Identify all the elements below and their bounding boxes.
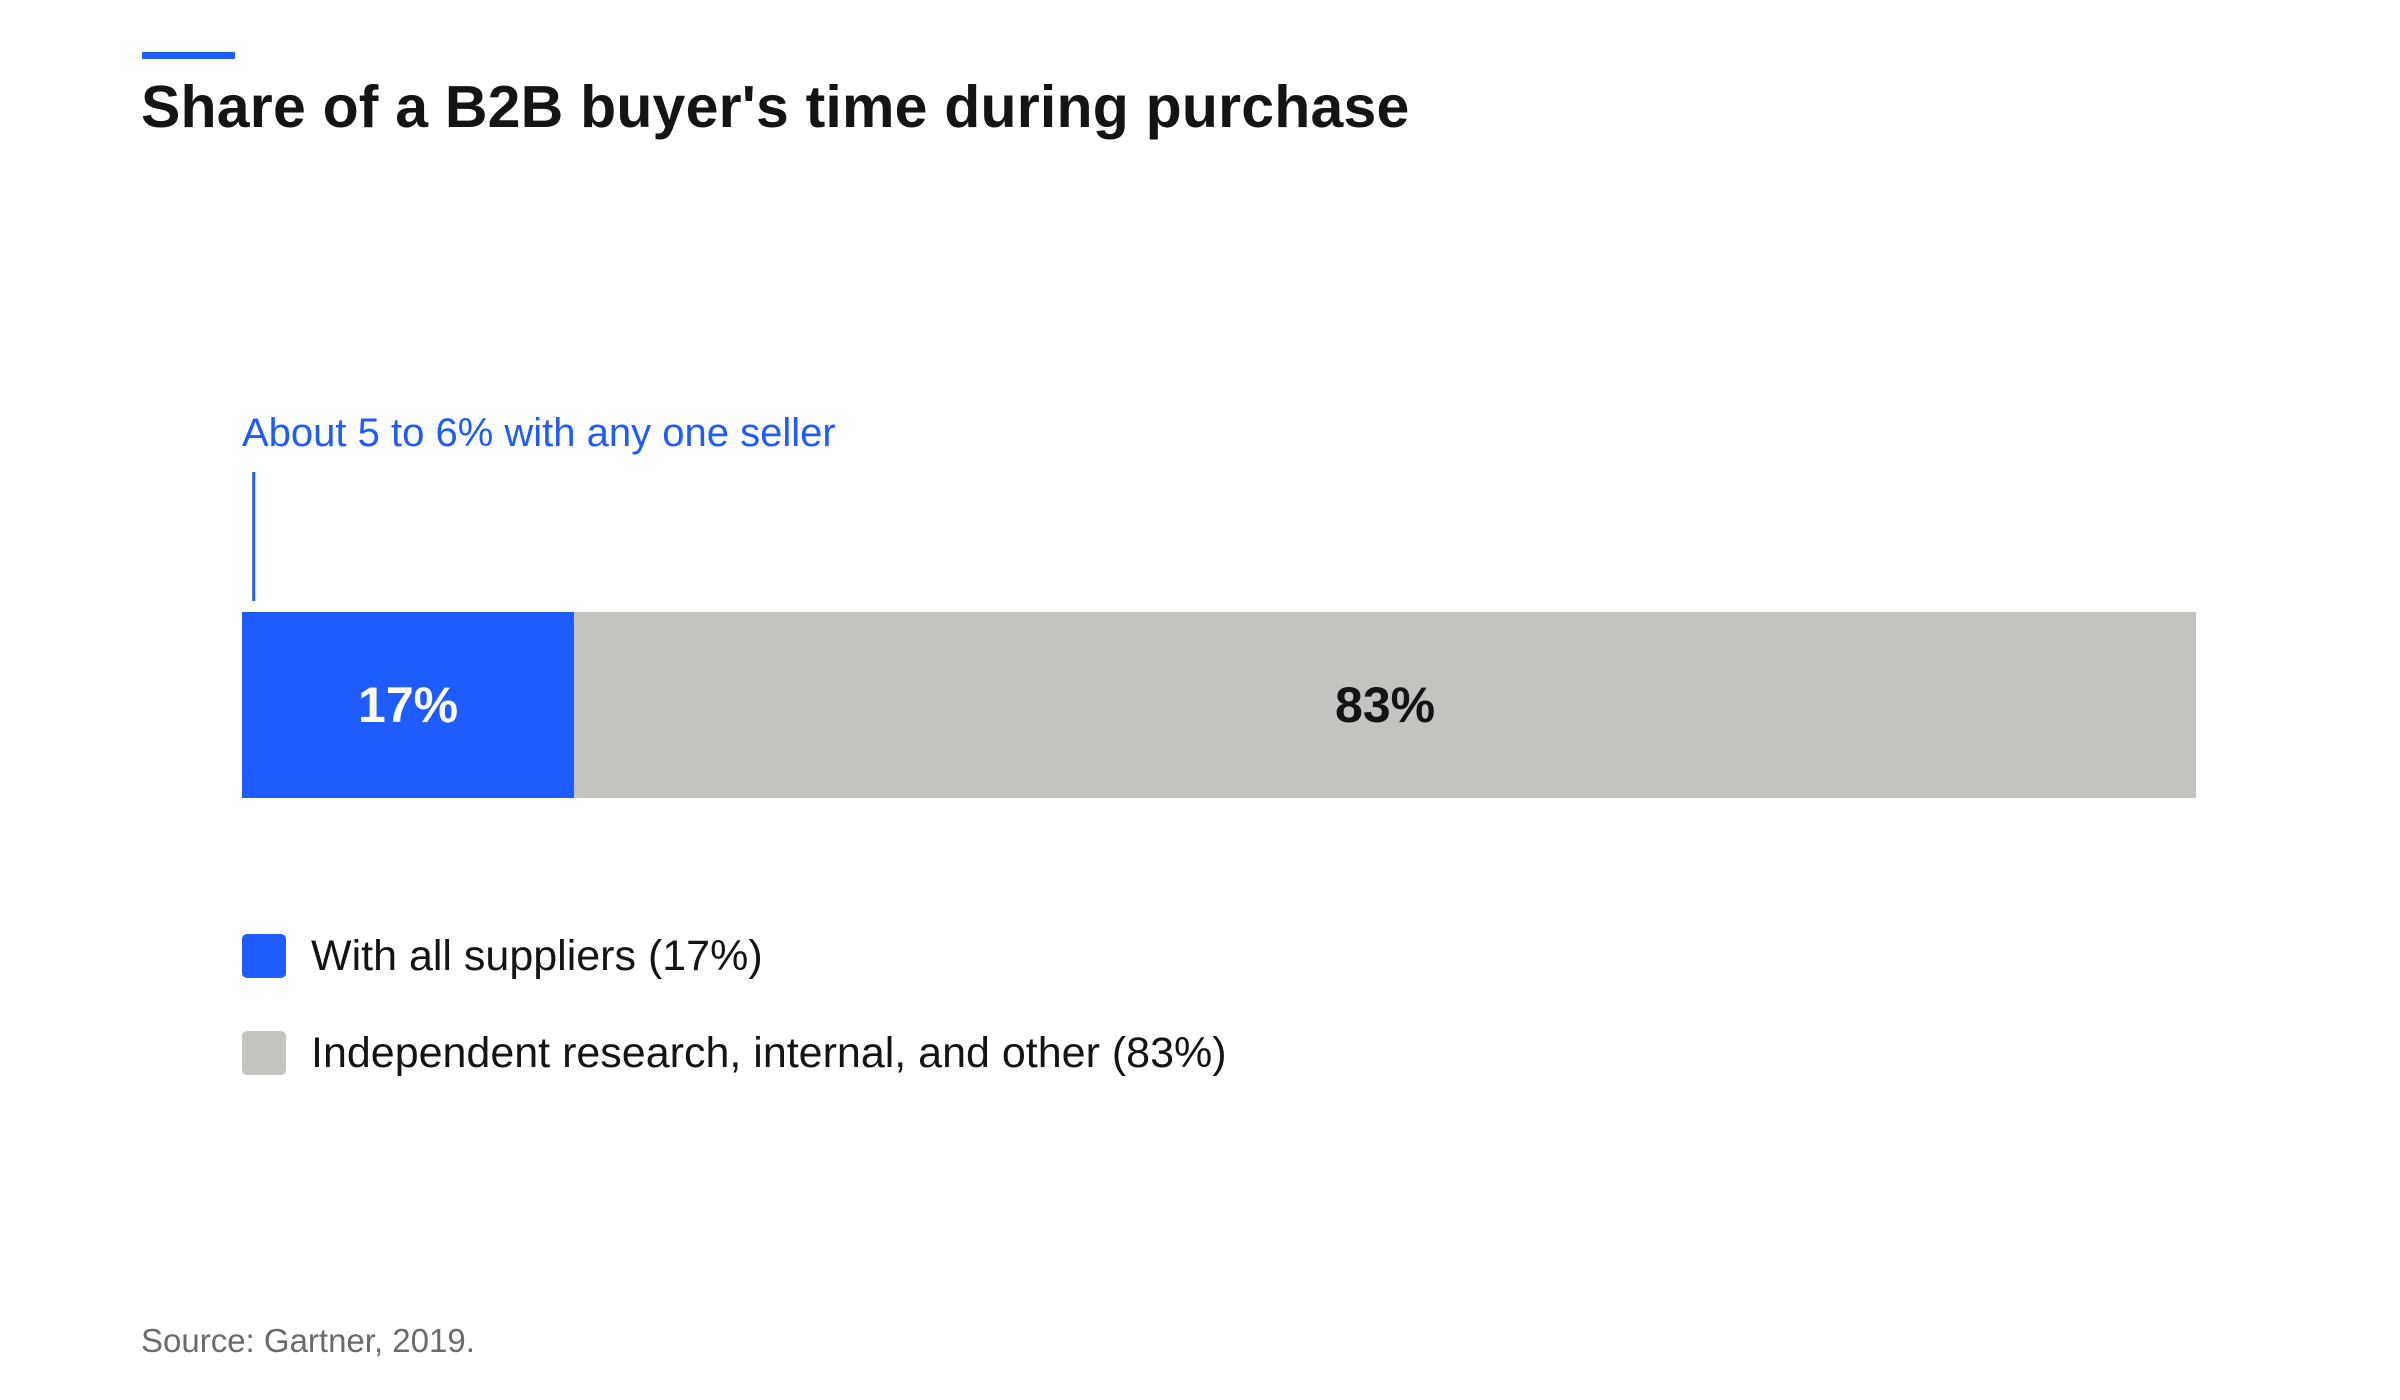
legend-swatch-independent [242,1031,286,1075]
bar-label-suppliers: 17% [358,677,458,733]
bar-segments: 17% 83% [242,612,2197,798]
legend-swatch-suppliers [242,934,286,978]
title-accent-rule [142,52,235,59]
legend-label-suppliers: With all suppliers (17%) [311,931,763,980]
annotation-group: About 5 to 6% with any one seller [242,411,836,601]
legend-label-independent: Independent research, internal, and othe… [311,1028,1227,1077]
bar-segment-independent [574,612,2197,798]
legend-item-suppliers: With all suppliers (17%) [242,932,1227,980]
chart-title: Share of a B2B buyer's time during purch… [141,74,1410,140]
source-note: Source: Gartner, 2019. [141,1322,475,1359]
legend-item-independent: Independent research, internal, and othe… [242,1029,1227,1077]
bar-segment-suppliers [242,612,575,798]
bar-label-independent: 83% [1335,677,1435,733]
annotation-label: About 5 to 6% with any one seller [242,411,836,455]
legend: With all suppliers (17%) Independent res… [242,932,1227,1126]
